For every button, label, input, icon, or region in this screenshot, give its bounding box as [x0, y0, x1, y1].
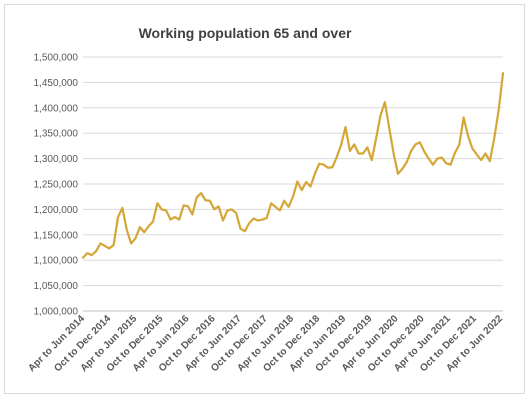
y-tick-label: 1,200,000 [34, 205, 79, 216]
line-chart: 1,000,000 1,050,000 1,100,000 1,150,000 1,20… [26, 53, 505, 375]
chart-frame: Working population 65 and over 1,000,000… [4, 4, 525, 394]
series-line [81, 72, 505, 259]
y-tick-label: 1,350,000 [34, 129, 79, 140]
y-tick-label: 1,500,000 [34, 53, 79, 64]
y-tick-label: 1,300,000 [34, 154, 79, 165]
y-tick-label: 1,250,000 [34, 180, 79, 191]
y-tick-label: 1,000,000 [34, 307, 79, 318]
chart-title: Working population 65 and over [138, 25, 352, 41]
y-tick-label: 1,400,000 [34, 103, 79, 114]
y-tick-label: 1,150,000 [34, 230, 79, 241]
y-tick-label: 1,100,000 [34, 256, 79, 267]
y-tick-label: 1,450,000 [34, 78, 79, 89]
y-tick-label: 1,050,000 [34, 281, 79, 292]
